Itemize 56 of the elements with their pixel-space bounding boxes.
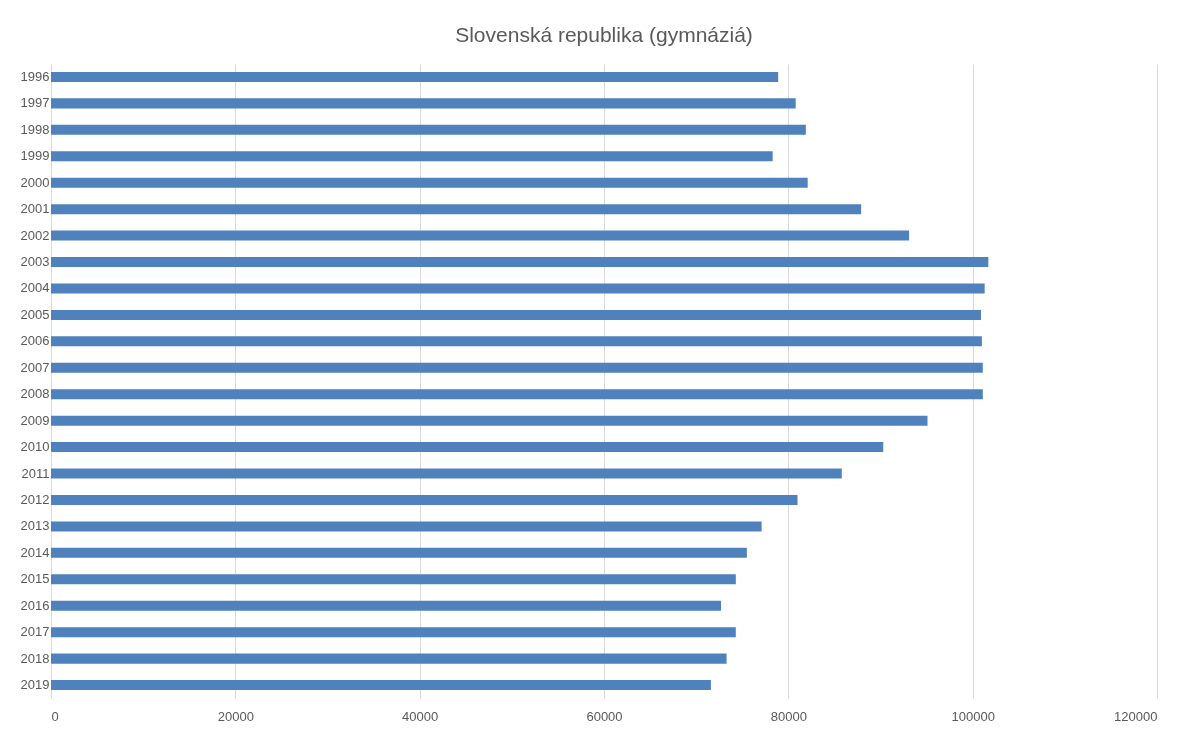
y-tick-label: 2007 [20, 359, 50, 375]
y-tick-label: 2003 [20, 254, 50, 270]
y-tick-label: 2005 [20, 306, 50, 322]
y-tick-label: 2010 [20, 439, 50, 455]
y-tick-label: 2001 [20, 201, 50, 217]
bar [51, 389, 983, 400]
bar [51, 494, 798, 505]
y-tick-label: 2008 [20, 386, 50, 402]
bar [51, 680, 711, 691]
x-tick-label: 120000 [1114, 708, 1158, 724]
x-tick-label: 20000 [217, 708, 254, 724]
chart-title: Slovenská republika (gymnáziá) [455, 23, 753, 46]
bar [51, 415, 928, 426]
x-tick-label: 0 [51, 708, 59, 724]
bar [51, 547, 747, 558]
bar [51, 177, 808, 188]
y-tick-label: 2014 [20, 544, 50, 560]
y-tick-label: 2009 [20, 412, 50, 428]
bar [51, 71, 779, 82]
bar [51, 151, 773, 162]
bar [51, 468, 842, 479]
y-tick-label: 2015 [20, 571, 50, 587]
y-tick-label: 2006 [20, 333, 50, 349]
bar [51, 600, 722, 611]
bar [51, 336, 982, 347]
y-tick-label: 1997 [20, 95, 50, 111]
x-tick-label: 80000 [770, 708, 807, 724]
y-tick-label: 2012 [20, 491, 50, 507]
y-tick-label: 1999 [20, 148, 50, 164]
y-tick-label: 2019 [20, 677, 50, 693]
bar [51, 257, 989, 268]
x-tick-label: 60000 [586, 708, 623, 724]
bar [51, 124, 806, 135]
bar [51, 283, 985, 294]
bar [51, 204, 862, 215]
bar [51, 442, 884, 453]
bar [51, 309, 981, 320]
bar [51, 653, 727, 664]
bar [51, 574, 736, 585]
bar [51, 98, 796, 109]
y-tick-label: 2017 [20, 624, 50, 640]
bar [51, 362, 983, 373]
x-tick-label: 40000 [402, 708, 439, 724]
y-tick-label: 2004 [20, 280, 50, 296]
y-tick-label: 2000 [20, 174, 50, 190]
x-tick-label: 100000 [951, 708, 995, 724]
bar [51, 230, 910, 241]
bar [51, 627, 736, 638]
y-tick-label: 2011 [21, 465, 50, 481]
bar [51, 521, 762, 532]
y-tick-label: 2013 [20, 518, 50, 534]
y-tick-label: 1998 [20, 121, 50, 137]
y-tick-label: 2016 [20, 597, 50, 613]
y-tick-label: 1996 [20, 68, 50, 84]
y-tick-label: 2002 [20, 227, 50, 243]
y-tick-label: 2018 [20, 650, 50, 666]
